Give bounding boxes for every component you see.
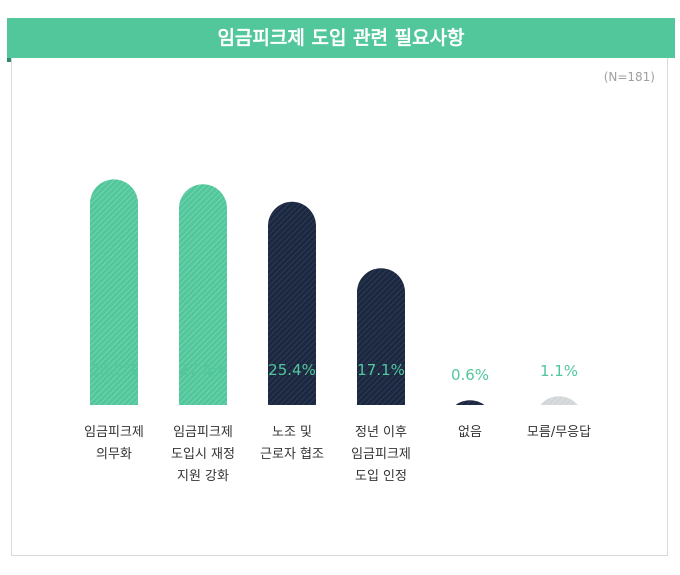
category-label-line: 도입 인정 — [355, 469, 407, 484]
chart-frame — [11, 58, 668, 556]
value-label-3: 25.4% — [268, 361, 316, 379]
value-label-5: 0.6% — [451, 366, 489, 384]
category-label-line: 근로자 협조 — [260, 447, 324, 462]
bar-3 — [268, 201, 316, 405]
category-label-line: 임금피크제 — [351, 447, 411, 462]
category-label-6: 모름/무응답 — [514, 422, 604, 444]
chart-title: 임금피크제 도입 관련 필요사항 — [217, 27, 465, 49]
value-label-2: 27.6% — [179, 361, 227, 379]
category-label-line: 의무화 — [96, 447, 132, 462]
category-label-5: 없음 — [425, 422, 515, 444]
category-label-line: 노조 및 — [271, 425, 312, 440]
category-label-line: 임금피크제 — [173, 425, 233, 440]
category-label-line: 정년 이후 — [355, 425, 407, 440]
bar-2 — [179, 184, 227, 405]
chart-title-banner: 임금피크제 도입 관련 필요사항 — [7, 18, 675, 62]
bar-4 — [357, 268, 405, 405]
category-label-line: 지원 강화 — [177, 469, 229, 484]
value-label-4: 17.1% — [357, 361, 405, 379]
sample-size-note: (N=181) — [603, 70, 655, 84]
bar-1 — [90, 179, 138, 405]
category-label-line: 없음 — [458, 425, 482, 440]
bar-6 — [540, 396, 578, 405]
category-label-line: 임금피크제 — [84, 425, 144, 440]
category-label-line: 도입시 재정 — [171, 447, 235, 462]
value-label-1: 28.2% — [90, 361, 138, 379]
bar-5 — [455, 400, 485, 405]
value-label-6: 1.1% — [540, 362, 578, 380]
category-label-line: 모름/무응답 — [526, 425, 592, 440]
